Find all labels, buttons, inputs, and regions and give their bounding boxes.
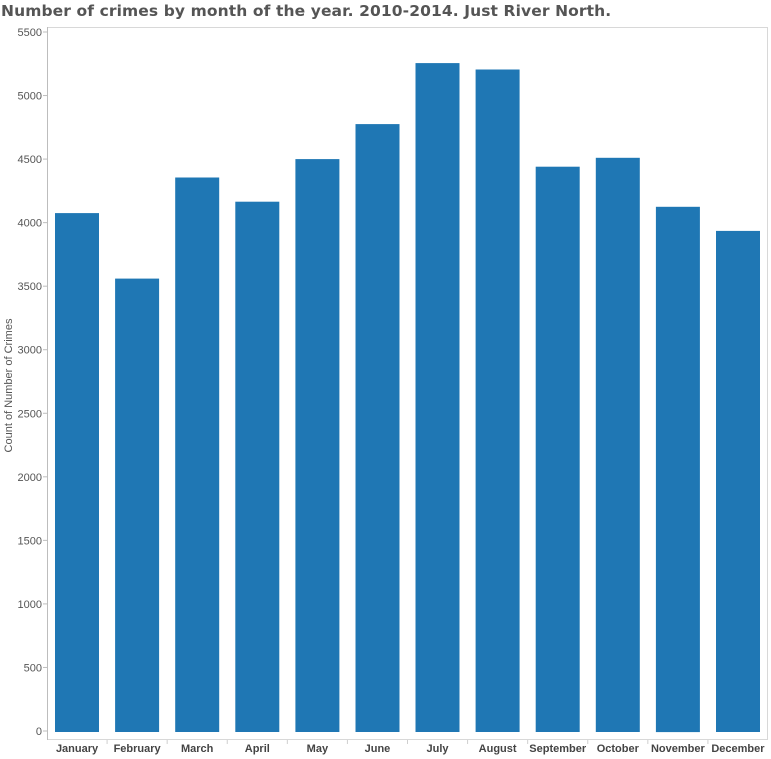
y-tick-label: 1000 <box>18 599 42 611</box>
bar-february <box>115 278 160 732</box>
x-tick-label: October <box>597 743 640 755</box>
axis-frame <box>47 27 768 740</box>
chart-title: Number of crimes by month of the year. 2… <box>1 2 612 20</box>
bar-september <box>535 166 580 732</box>
y-tick-label: 2000 <box>18 472 42 484</box>
x-tick-label: April <box>245 743 270 755</box>
y-tick-label: 4000 <box>18 218 42 230</box>
y-axis-title: Count of Number of Crimes <box>3 318 15 452</box>
y-tick-label: 5500 <box>18 27 42 39</box>
x-tick-label: May <box>307 743 329 755</box>
bar-october <box>595 157 640 733</box>
x-tick-label: December <box>711 743 765 755</box>
y-axis-ticks: 0 500 1000 1500 2000 2500 3000 3500 4000 4500 5000… <box>18 27 47 738</box>
x-tick-label: September <box>529 743 587 755</box>
x-tick-label: July <box>427 743 450 755</box>
x-tick-label: March <box>181 743 214 755</box>
bar-march <box>175 177 220 732</box>
x-tick-label: February <box>114 743 162 755</box>
bar-may <box>295 159 340 733</box>
bars-group <box>55 63 760 733</box>
bar-june <box>355 124 400 733</box>
y-tick-label: 5000 <box>18 91 42 103</box>
bar-august <box>475 69 520 732</box>
y-tick-label: 4500 <box>18 154 42 166</box>
y-tick-label: 500 <box>24 662 42 674</box>
y-tick-label: 3500 <box>18 281 42 293</box>
y-tick-label: 3000 <box>18 345 42 357</box>
x-tick-label: January <box>56 743 99 755</box>
bar-november <box>655 206 700 733</box>
y-tick-label: 1500 <box>18 535 42 547</box>
y-tick-label: 2500 <box>18 408 42 420</box>
y-tick-label: 0 <box>36 726 42 738</box>
x-tick-label: June <box>365 743 391 755</box>
bar-april <box>235 201 280 732</box>
x-axis-ticks: January February March April May June July Augu… <box>56 740 765 755</box>
bar-january <box>55 213 99 733</box>
bar-december <box>716 230 760 732</box>
bar-july <box>415 63 460 733</box>
x-tick-label: August <box>479 743 517 755</box>
x-tick-label: November <box>651 743 706 755</box>
